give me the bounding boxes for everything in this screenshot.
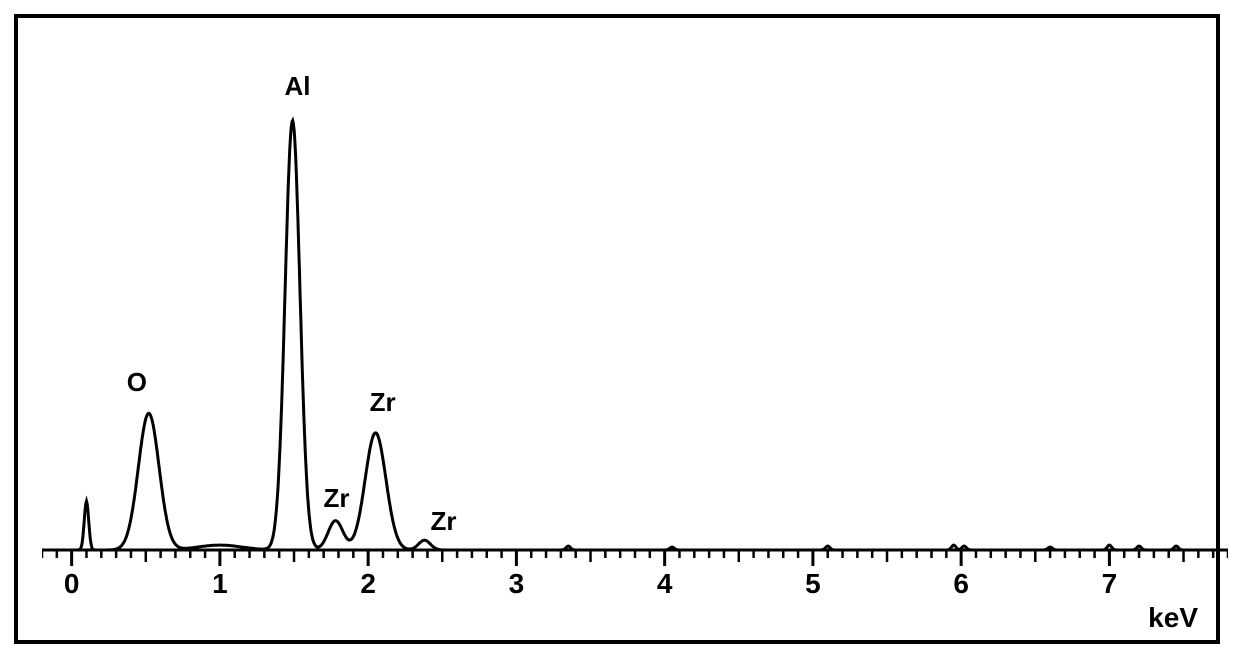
x-tick-label: 3 (509, 568, 525, 600)
spectrum-line (42, 121, 1228, 550)
x-tick-label: 5 (805, 568, 821, 600)
peak-label: Zr (430, 506, 456, 537)
x-tick-label: 0 (64, 568, 80, 600)
x-tick-label: 1 (212, 568, 228, 600)
x-tick-label: 2 (360, 568, 376, 600)
x-axis-label: keV (1148, 602, 1198, 634)
plot-area (42, 42, 1228, 582)
x-tick-label: 7 (1102, 568, 1118, 600)
peak-label: O (127, 367, 147, 398)
spectrum-svg (42, 42, 1228, 602)
peak-label: Zr (370, 387, 396, 418)
peak-label: Zr (324, 483, 350, 514)
x-tick-label: 6 (953, 568, 969, 600)
chart-frame: keV 0 1 2 3 4 5 6 7 O Al Zr Zr Zr (14, 14, 1220, 644)
peak-label: Al (285, 71, 311, 102)
x-tick-label: 4 (657, 568, 673, 600)
